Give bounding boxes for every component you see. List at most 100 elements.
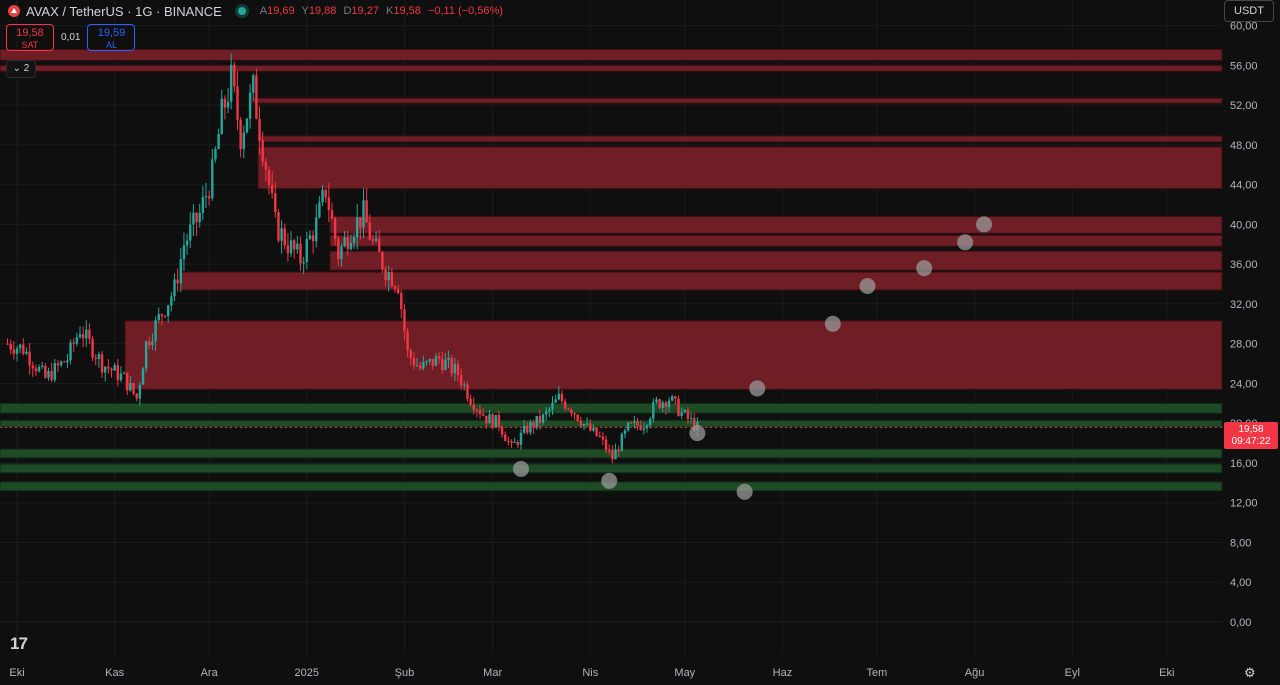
candle-body [113, 365, 116, 371]
candle-body [456, 363, 460, 375]
resistance-zone [257, 146, 1223, 190]
candle-body [393, 286, 397, 289]
candle-body [176, 279, 179, 284]
candle-body [217, 133, 220, 150]
candle-body [56, 363, 60, 366]
symbol-title[interactable]: AVAX / TetherUS · 1G · BINANCE [26, 3, 222, 19]
high-value: 19,88 [308, 5, 337, 17]
candle-body [69, 342, 72, 361]
candle-body [579, 420, 583, 426]
candle-body [333, 218, 337, 240]
candle-body [441, 358, 444, 370]
candle-body [434, 356, 438, 366]
resistance-zone [329, 215, 1223, 234]
candle-body [88, 329, 91, 339]
gear-icon[interactable]: ⚙ [1244, 665, 1256, 680]
support-zone [0, 448, 1223, 459]
candle-body [689, 418, 693, 420]
candle-body [230, 64, 233, 102]
candle-body [658, 399, 661, 408]
candle-body [570, 409, 573, 414]
candle-body [85, 329, 88, 339]
y-tick-label: 4,00 [1230, 577, 1251, 589]
candle-body [47, 370, 50, 378]
candle-body [119, 373, 123, 381]
candle-body [100, 354, 104, 373]
candle-body [286, 245, 290, 254]
candle-body [144, 341, 148, 369]
candle-body [59, 361, 63, 366]
support-zone [0, 402, 1223, 414]
last-price-label: 19,58 09:47:22 [1224, 422, 1278, 449]
currency-selector[interactable]: USDT [1224, 0, 1274, 22]
sell-button[interactable]: 19,58 SAT [6, 24, 54, 51]
candle-body [548, 409, 551, 412]
candle-body [384, 269, 387, 281]
candle-body [160, 314, 164, 316]
market-status-icon [237, 7, 246, 15]
candle-body [201, 197, 205, 213]
candle-body [22, 344, 25, 354]
candle-body [132, 383, 135, 394]
candle-body [601, 436, 605, 440]
projection-marker [859, 278, 876, 295]
candle-body [192, 212, 195, 225]
candle-body [311, 235, 315, 242]
candle-body [504, 434, 507, 441]
candle-body [352, 237, 356, 244]
candle-body [91, 338, 94, 358]
candle-body [154, 320, 157, 342]
y-tick-label: 60,00 [1230, 21, 1258, 33]
y-tick-label: 16,00 [1230, 458, 1258, 470]
candle-body [37, 366, 41, 372]
candle-body [248, 92, 252, 119]
price-axis: 60,00 56,00 52,00 48,00 44,00 40,00 36,00 32,00… [1230, 21, 1258, 629]
candle-body [214, 149, 217, 160]
candle-body [598, 435, 601, 437]
candle-body [277, 211, 280, 241]
candle-body [510, 441, 513, 443]
candle-body [396, 288, 400, 294]
y-tick-label: 40,00 [1230, 219, 1258, 231]
x-tick-label: Tem [867, 667, 888, 679]
candle-body [459, 374, 463, 386]
close-value: 19,58 [393, 5, 421, 17]
candle-body [182, 245, 186, 260]
avax-logo-icon [8, 5, 20, 17]
candle-body [116, 365, 119, 381]
support-zone [0, 419, 1223, 428]
resistance-zone [257, 135, 1223, 143]
candle-body [34, 368, 38, 372]
resistance-zone [0, 64, 1223, 72]
candle-body [378, 238, 381, 253]
markers-layer [513, 216, 993, 500]
candle-body [447, 357, 450, 360]
x-tick-label: Ara [201, 667, 219, 679]
candle-body [513, 442, 516, 444]
close-label: K [386, 5, 394, 17]
buy-button[interactable]: 19,59 AL [87, 24, 136, 51]
indicators-toggle-button[interactable]: ⌄ 2 [6, 60, 36, 78]
candle-body [179, 259, 182, 284]
candle-body [163, 315, 167, 317]
candle-body [567, 408, 570, 410]
candle-body [661, 402, 664, 408]
candle-body [667, 400, 671, 408]
candle-body [403, 309, 406, 332]
low-label: D [343, 5, 352, 17]
tradingview-logo-icon[interactable]: 17 [10, 634, 28, 653]
time-axis: Eki Kas Ara 2025 Şub Mar Nis May Haz Tem Ağu Eyl Eki [9, 667, 1174, 679]
candle-body [415, 365, 419, 367]
candle-body [595, 427, 598, 436]
candle-body [151, 341, 154, 346]
candle-body [12, 349, 16, 354]
candle-body [195, 212, 198, 223]
candle-body [28, 351, 31, 366]
candle-body [53, 363, 56, 381]
candle-body [94, 357, 97, 359]
candle-body [541, 414, 545, 423]
candle-body [620, 433, 623, 452]
candle-body [422, 361, 425, 369]
resistance-zone [179, 271, 1223, 291]
